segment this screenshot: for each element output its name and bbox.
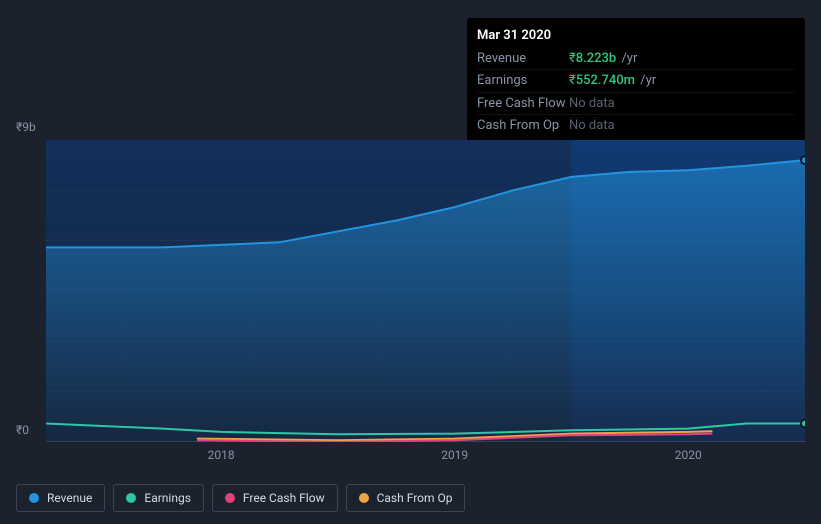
- x-axis-tick: 2018: [208, 448, 235, 462]
- legend-label: Earnings: [144, 491, 191, 505]
- tooltip-metric-value: ₹552.740m /yr: [569, 71, 656, 91]
- legend-item[interactable]: Earnings: [113, 484, 204, 512]
- chart-plot[interactable]: [46, 140, 805, 442]
- x-axis-tick: 2019: [441, 448, 468, 462]
- x-axis-tick: 2020: [675, 448, 702, 462]
- legend-item[interactable]: Free Cash Flow: [212, 484, 338, 512]
- chart-area: ₹9b ₹0 Past 201820192020: [16, 120, 805, 465]
- tooltip-metric-value: ₹8.223b /yr: [569, 49, 637, 69]
- y-axis-zero-label: ₹0: [16, 423, 29, 437]
- legend-label: Revenue: [47, 491, 92, 505]
- tooltip-metric-value: No data: [569, 94, 615, 114]
- tooltip-row: Revenue₹8.223b /yr: [477, 48, 795, 71]
- legend-swatch: [225, 493, 235, 503]
- legend-item[interactable]: Cash From Op: [346, 484, 466, 512]
- chart-legend: Revenue Earnings Free Cash Flow Cash From O…: [16, 484, 465, 512]
- tooltip-title: Mar 31 2020: [477, 26, 795, 46]
- legend-swatch: [359, 493, 369, 503]
- tooltip-row: Earnings₹552.740m /yr: [477, 70, 795, 93]
- tooltip-metric-label: Revenue: [477, 49, 569, 69]
- tooltip-row: Free Cash FlowNo data: [477, 93, 795, 116]
- tooltip-metric-label: Earnings: [477, 71, 569, 91]
- x-axis-ticks: 2018 2019 2020: [46, 448, 805, 464]
- legend-swatch: [126, 493, 136, 503]
- y-axis-max-label: ₹9b: [16, 120, 36, 134]
- legend-swatch: [29, 493, 39, 503]
- tooltip-metric-label: Free Cash Flow: [477, 94, 569, 114]
- legend-label: Free Cash Flow: [243, 491, 325, 505]
- legend-item[interactable]: Revenue: [16, 484, 105, 512]
- legend-label: Cash From Op: [377, 491, 453, 505]
